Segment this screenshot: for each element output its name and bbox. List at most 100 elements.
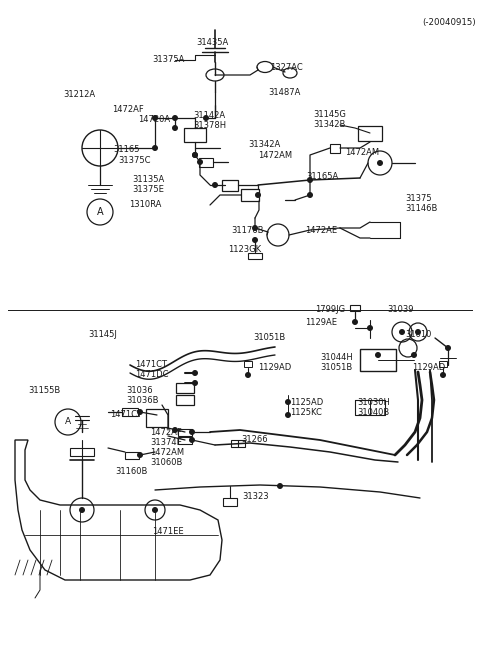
Circle shape xyxy=(79,507,85,513)
Text: 31165: 31165 xyxy=(113,145,140,154)
Bar xyxy=(231,440,245,447)
Bar xyxy=(223,498,237,506)
Circle shape xyxy=(152,507,158,513)
Circle shape xyxy=(252,237,258,243)
Text: 31375E: 31375E xyxy=(132,185,164,194)
Text: 31155B: 31155B xyxy=(28,386,60,395)
Bar xyxy=(178,436,192,443)
Circle shape xyxy=(377,160,383,166)
Text: 31342B: 31342B xyxy=(313,120,346,129)
Text: 1471DC: 1471DC xyxy=(135,370,168,379)
Bar xyxy=(360,349,396,371)
Text: 31051B: 31051B xyxy=(320,363,352,372)
Circle shape xyxy=(189,437,195,443)
Circle shape xyxy=(137,452,143,458)
Bar xyxy=(125,451,139,458)
Circle shape xyxy=(440,372,446,378)
Text: A: A xyxy=(65,417,71,426)
Text: 1125KC: 1125KC xyxy=(290,408,322,417)
Circle shape xyxy=(307,177,313,183)
Text: 31160B: 31160B xyxy=(115,467,147,476)
Bar xyxy=(178,428,192,436)
Text: 14720A: 14720A xyxy=(138,115,170,124)
Text: 1472AF: 1472AF xyxy=(150,428,182,437)
Bar xyxy=(176,383,194,393)
Text: 1472AF: 1472AF xyxy=(112,105,144,114)
Text: 31375A: 31375A xyxy=(152,55,184,64)
Bar xyxy=(350,305,360,311)
Bar xyxy=(248,253,262,259)
Circle shape xyxy=(137,409,143,415)
Circle shape xyxy=(203,115,209,121)
Text: 1472AM: 1472AM xyxy=(345,148,379,157)
Circle shape xyxy=(415,329,421,335)
Text: 31374E: 31374E xyxy=(150,438,182,447)
Text: 1129AD: 1129AD xyxy=(258,363,291,372)
Text: 1471CY: 1471CY xyxy=(110,410,142,419)
Text: 1799JG: 1799JG xyxy=(315,305,345,314)
Circle shape xyxy=(172,125,178,131)
Text: (-20040915): (-20040915) xyxy=(422,18,476,27)
Text: 31375: 31375 xyxy=(405,194,432,203)
Text: 1310RA: 1310RA xyxy=(129,200,161,209)
Bar xyxy=(176,395,194,405)
Bar xyxy=(146,409,168,427)
Text: 1129AD: 1129AD xyxy=(412,363,445,372)
Circle shape xyxy=(367,325,373,331)
Text: 1129AE: 1129AE xyxy=(305,318,337,327)
Text: 1123GK: 1123GK xyxy=(228,245,261,254)
Circle shape xyxy=(375,352,381,358)
Text: 1125AD: 1125AD xyxy=(290,398,323,407)
Circle shape xyxy=(152,145,158,151)
Circle shape xyxy=(152,115,158,121)
Text: 31145J: 31145J xyxy=(88,330,117,339)
Circle shape xyxy=(192,152,198,158)
Text: 31044H: 31044H xyxy=(320,353,353,362)
Text: 31039: 31039 xyxy=(387,305,413,314)
Bar xyxy=(184,128,206,142)
Circle shape xyxy=(172,427,178,433)
Text: 1471CT: 1471CT xyxy=(135,360,167,369)
Circle shape xyxy=(172,115,178,121)
Bar xyxy=(241,189,259,201)
Bar xyxy=(439,361,447,367)
Text: 31040B: 31040B xyxy=(357,408,389,417)
Text: 1472AM: 1472AM xyxy=(150,448,184,457)
Text: 31135A: 31135A xyxy=(132,175,164,184)
Circle shape xyxy=(277,483,283,489)
Circle shape xyxy=(307,192,313,198)
Text: 1327AC: 1327AC xyxy=(270,63,303,72)
Bar xyxy=(122,408,138,416)
Circle shape xyxy=(411,352,417,358)
Bar xyxy=(70,448,94,456)
Text: 31378H: 31378H xyxy=(193,121,226,130)
Text: 31145G: 31145G xyxy=(313,110,346,119)
Text: 31323: 31323 xyxy=(242,492,269,501)
Text: 31435A: 31435A xyxy=(196,38,228,47)
Circle shape xyxy=(399,329,405,335)
Circle shape xyxy=(445,345,451,351)
Bar xyxy=(199,157,213,166)
Circle shape xyxy=(212,182,218,188)
Circle shape xyxy=(192,380,198,386)
Text: A: A xyxy=(96,207,103,217)
Text: 31487A: 31487A xyxy=(268,88,300,97)
Circle shape xyxy=(197,159,203,165)
Text: 31051B: 31051B xyxy=(253,333,285,342)
Circle shape xyxy=(192,152,198,158)
Circle shape xyxy=(285,399,291,405)
Bar xyxy=(330,143,340,153)
Circle shape xyxy=(192,370,198,376)
Text: 31176B: 31176B xyxy=(231,226,264,235)
Text: 31266: 31266 xyxy=(241,435,268,444)
Circle shape xyxy=(252,225,258,231)
Text: 31036B: 31036B xyxy=(126,396,158,405)
Text: 1472AE: 1472AE xyxy=(305,226,337,235)
Text: 31165A: 31165A xyxy=(306,172,338,181)
Bar xyxy=(222,179,238,191)
Circle shape xyxy=(285,412,291,418)
Circle shape xyxy=(352,319,358,325)
Text: 1472AM: 1472AM xyxy=(258,151,292,160)
Text: 31030H: 31030H xyxy=(357,398,390,407)
Bar xyxy=(358,126,382,141)
